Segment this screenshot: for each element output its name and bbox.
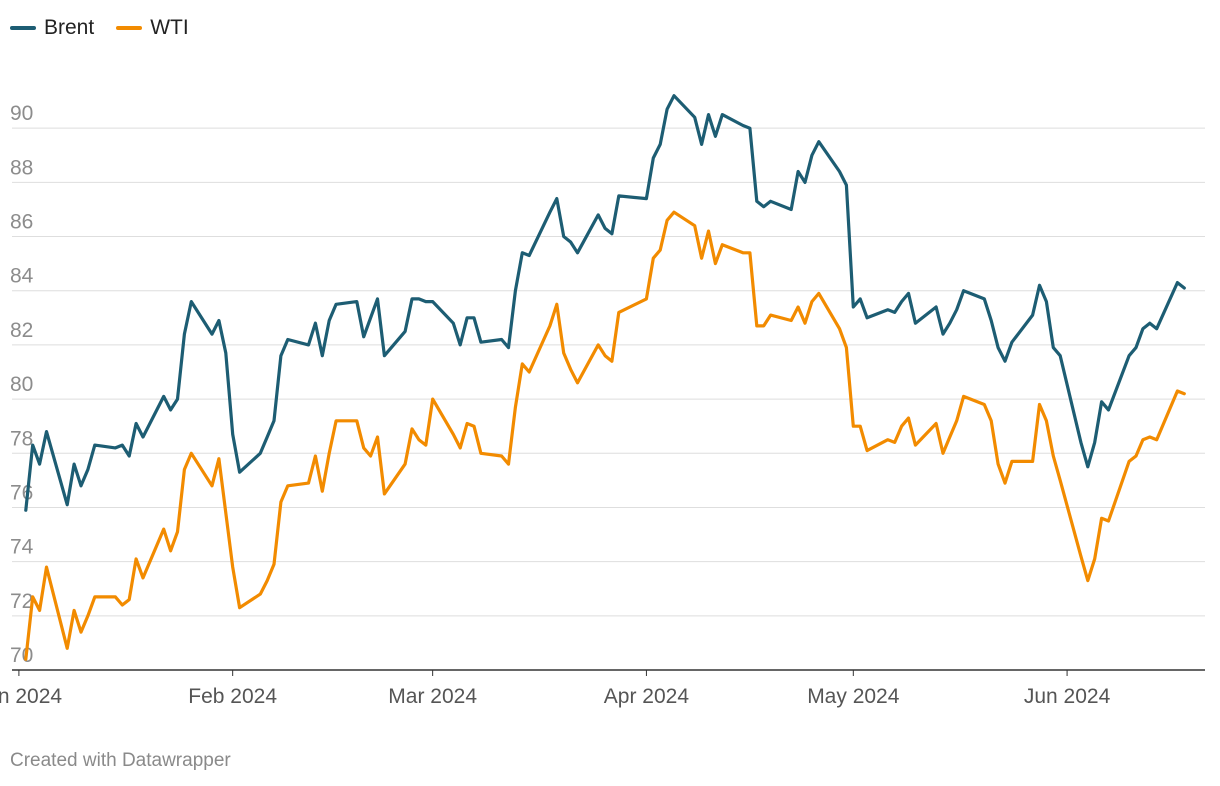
x-axis: Jan 2024 Feb 2024 Mar 2024 Apr 2024 May 2024… — [0, 670, 1111, 708]
y-tick-label-84: 84 — [10, 265, 34, 288]
y-tick-label-86: 86 — [10, 211, 33, 234]
y-tick-label-82: 82 — [10, 319, 33, 342]
y-tick-label-78: 78 — [10, 427, 33, 450]
y-tick-label-70: 70 — [10, 644, 33, 667]
grid-lines — [12, 127, 1205, 671]
y-tick-label-72: 72 — [10, 590, 33, 613]
footer-credit: Created with Datawrapper — [10, 750, 231, 771]
y-tick-label-74: 74 — [10, 536, 34, 559]
series-line-wti — [24, 210, 1186, 661]
legend-swatch-wti — [116, 26, 143, 30]
series-line-brent — [24, 94, 1186, 512]
legend-label-brent: Brent — [44, 16, 95, 39]
y-tick-label-80: 80 — [10, 373, 33, 396]
y-tick-label-88: 88 — [10, 156, 33, 179]
legend-item-wti: WTI — [116, 16, 189, 40]
legend-swatch-brent — [10, 26, 36, 30]
x-tick-label-1: Feb 2024 — [188, 685, 277, 708]
x-tick-label-2: Mar 2024 — [388, 685, 477, 708]
legend-item-brent: Brent — [10, 16, 94, 40]
x-tick-label-5: Jun 2024 — [1024, 685, 1111, 708]
series-lines — [24, 94, 1186, 661]
chart-legend: Brent WTI — [10, 16, 189, 40]
y-tick-label-90: 90 — [10, 102, 33, 125]
x-tick-label-3: Apr 2024 — [604, 685, 690, 708]
x-tick-label-0: Jan 2024 — [0, 685, 62, 708]
x-tick-label-4: May 2024 — [807, 685, 900, 708]
legend-label-wti: WTI — [150, 16, 189, 39]
